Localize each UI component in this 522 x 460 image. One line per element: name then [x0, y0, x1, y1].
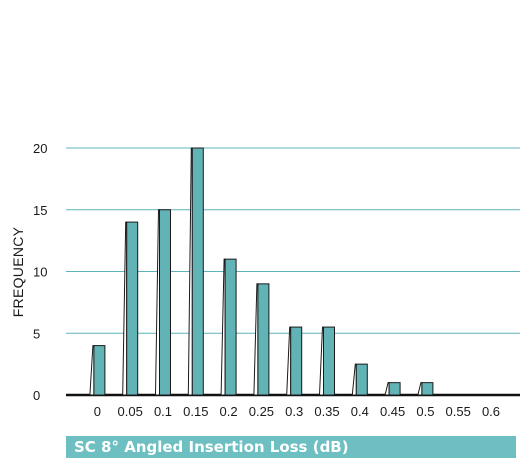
insertion-loss-chart: 0 5 10 15 20 0 0.05 0.1 0.15 0.2 0.25 0.3 0.35 0.4 0.…: [10, 141, 520, 419]
x-tick-label: 0.4: [351, 404, 369, 419]
bar: [187, 147, 204, 396]
x-tick-label: 0.5: [416, 404, 434, 419]
bar: [384, 382, 401, 396]
x-tick-label: 0.2: [220, 404, 238, 419]
bar-front: [224, 258, 237, 396]
bar-front: [290, 326, 303, 396]
chart-title: SC 8° Angled Insertion Loss (dB): [66, 436, 516, 458]
bar-side: [89, 345, 95, 396]
y-tick-label: 0: [33, 388, 40, 403]
y-tick-label: 15: [33, 203, 47, 218]
bar-front: [388, 382, 401, 396]
x-tick-label: 0.35: [314, 404, 339, 419]
x-tick-label: 0.15: [183, 404, 208, 419]
bar: [220, 258, 237, 396]
bars: [89, 147, 434, 396]
x-tick-label: 0.25: [249, 404, 274, 419]
x-tick-label: 0.55: [446, 404, 471, 419]
bar-side: [318, 326, 324, 396]
bar-side: [220, 258, 226, 396]
bar: [122, 221, 139, 396]
bar: [286, 326, 303, 396]
x-tick-label: 0: [94, 404, 101, 419]
x-tick-label: 0.1: [154, 404, 172, 419]
y-tick-label: 5: [33, 326, 40, 341]
bar-front: [355, 363, 368, 396]
y-tick-label: 10: [33, 265, 47, 280]
x-tick-label: 0.05: [118, 404, 143, 419]
x-tick-label: 0.6: [482, 404, 500, 419]
x-tick-labels: 0 0.05 0.1 0.15 0.2 0.25 0.3 0.35 0.4 0.45 0.5 0.55…: [94, 404, 500, 419]
y-axis-label: FREQUENCY: [10, 226, 26, 317]
bar-side: [122, 221, 128, 396]
bar-front: [257, 283, 270, 396]
bar: [417, 382, 434, 396]
bar-side: [154, 209, 160, 396]
bar: [253, 283, 270, 396]
bar-front: [191, 147, 204, 396]
x-tick-label: 0.3: [285, 404, 303, 419]
bar-front: [323, 326, 335, 396]
bar-front: [159, 209, 171, 396]
bar: [89, 345, 106, 396]
bar-side: [351, 363, 357, 396]
bar-front: [93, 345, 106, 396]
bar-side: [384, 382, 390, 396]
bar: [318, 326, 335, 396]
y-tick-label: 20: [33, 141, 47, 156]
bar-side: [253, 283, 259, 396]
bar: [351, 363, 368, 396]
bar-front: [421, 382, 434, 396]
bar-side: [286, 326, 292, 396]
bar-front: [126, 221, 139, 396]
y-tick-labels: 0 5 10 15 20: [33, 141, 47, 403]
x-tick-label: 0.45: [380, 404, 405, 419]
bar-side: [417, 382, 423, 396]
bar: [154, 209, 171, 396]
